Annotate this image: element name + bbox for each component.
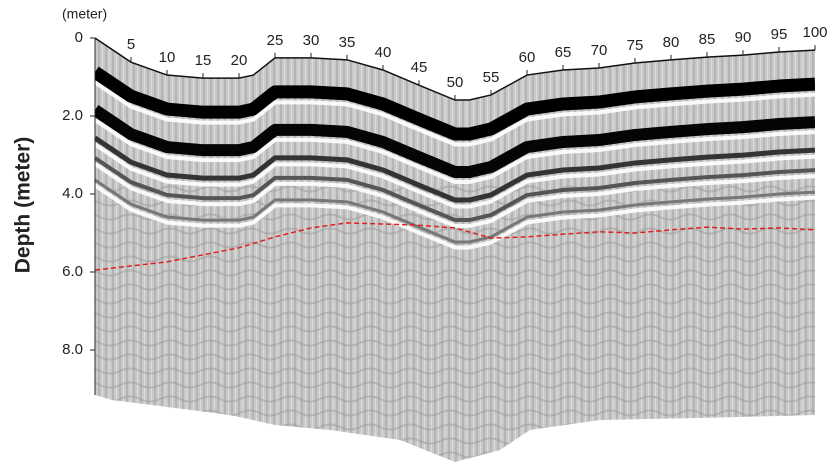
reflection-band-light <box>95 183 815 250</box>
x-tick-label: 90 <box>735 29 752 46</box>
y-axis-label: Depth (meter) <box>12 137 35 274</box>
y-tick-label: 6.0 <box>62 263 83 280</box>
x-tick-label: 65 <box>555 44 572 61</box>
x-tick-label: 15 <box>195 52 212 69</box>
x-tick-label: 80 <box>663 34 680 51</box>
x-tick-label: 35 <box>339 34 356 51</box>
reflection-band <box>95 66 815 141</box>
y-tick-label: 8.0 <box>62 341 83 358</box>
reflection-band-light <box>95 80 815 147</box>
x-tick-label: 100 <box>802 24 827 41</box>
x-tick-label: 85 <box>699 31 716 48</box>
boundary-line <box>94 222 816 271</box>
x-tick-label: 20 <box>231 52 248 69</box>
x-tick-label: 45 <box>411 59 428 76</box>
y-tick-label: 0 <box>75 29 83 46</box>
radargram-texture <box>95 180 815 462</box>
x-tick-label: 5 <box>127 36 135 53</box>
x-tick-label: 25 <box>267 32 284 49</box>
radargram <box>95 38 815 462</box>
y-tick-label: 4.0 <box>62 185 83 202</box>
reflection-band-light <box>95 142 815 209</box>
reflection-band <box>95 178 815 244</box>
x-tick-label: 55 <box>483 69 500 86</box>
y-tick-label: 2.0 <box>62 107 83 124</box>
reflection-band-light <box>95 118 815 185</box>
x-tick-label: 60 <box>519 49 536 66</box>
reflection-band <box>95 105 815 179</box>
x-tick-label: 75 <box>627 37 644 54</box>
reflection-band <box>95 156 815 223</box>
x-tick-label: 10 <box>159 49 176 66</box>
x-tick-label: 70 <box>591 42 608 59</box>
x-tick-label: 50 <box>447 74 464 91</box>
reflection-band <box>95 135 815 203</box>
x-unit-label: (meter) <box>62 6 107 22</box>
x-tick-label: 40 <box>375 44 392 61</box>
x-tick-label: 95 <box>771 26 788 43</box>
reflection-band-light <box>95 162 815 229</box>
x-tick-label: 30 <box>303 32 320 49</box>
